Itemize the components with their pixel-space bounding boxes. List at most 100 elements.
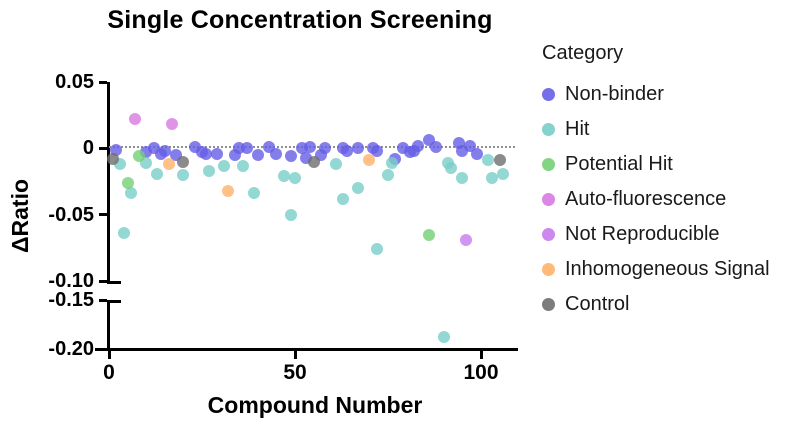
data-point — [270, 147, 283, 160]
legend-items: Non-binder Hit Potential Hit Auto-fluoresce… — [542, 77, 770, 322]
data-point — [411, 139, 424, 152]
data-point — [471, 147, 484, 160]
y-tick-mark — [99, 347, 107, 351]
x-tick-label: 0 — [103, 361, 115, 384]
legend-item-label: Potential Hit — [565, 153, 673, 175]
y-tick-label: 0 — [82, 137, 94, 160]
y-tick-label: 0.05 — [55, 71, 94, 93]
x-tick-label: 50 — [283, 361, 307, 384]
legend-item: Inhomogeneous Signal — [542, 252, 770, 287]
legend-item: Not Reproducible — [542, 217, 770, 252]
y-tick-label: -0.05 — [48, 203, 94, 226]
data-point — [199, 147, 212, 160]
legend-title: Category — [542, 42, 624, 64]
legend-swatch-icon — [542, 88, 555, 101]
data-point — [430, 141, 443, 153]
data-point — [166, 118, 179, 131]
data-point — [248, 187, 261, 200]
data-point — [132, 150, 145, 163]
data-point — [370, 243, 383, 256]
legend-item-label: Hit — [565, 118, 590, 140]
y-axis-break-hook-upper — [107, 281, 121, 284]
y-tick-mark — [99, 213, 107, 217]
legend-item-label: Non-binder — [565, 83, 664, 105]
data-point — [486, 171, 499, 184]
y-axis-line-upper — [107, 82, 110, 284]
legend-swatch-icon — [542, 123, 555, 136]
x-axis-line — [95, 348, 518, 351]
data-point — [329, 158, 342, 171]
data-point — [445, 162, 458, 175]
data-point — [341, 144, 354, 157]
data-point — [125, 187, 138, 200]
data-point — [370, 144, 383, 157]
data-point — [382, 168, 394, 181]
data-point — [285, 150, 298, 163]
data-point — [177, 168, 190, 181]
legend-item: Auto-fluorescence — [542, 182, 770, 217]
data-point — [363, 154, 376, 167]
data-point — [210, 147, 223, 160]
y-tick-mark — [99, 298, 107, 302]
y-tick-mark — [99, 146, 107, 150]
y-tick-label: -0.15 — [48, 289, 94, 311]
legend-item: Control — [542, 287, 770, 322]
legend-item-label: Control — [565, 293, 630, 315]
data-point — [218, 159, 231, 172]
data-point — [236, 159, 249, 172]
x-axis-label: Compound Number — [207, 392, 423, 418]
legend-item-label: Auto-fluorescence — [565, 188, 727, 210]
data-point — [460, 233, 473, 246]
data-point — [251, 148, 264, 161]
x-tick-mark — [107, 351, 111, 359]
legend-item: Hit — [542, 112, 770, 147]
chart-title: Single Concentration Screening — [107, 6, 493, 34]
data-point — [497, 167, 510, 180]
data-point — [158, 144, 171, 157]
legend-item-label: Not Reproducible — [565, 223, 720, 245]
data-point — [352, 182, 365, 195]
y-tick-mark — [99, 279, 107, 283]
y-axis-break-hook-lower — [107, 300, 121, 303]
data-point — [162, 158, 175, 171]
data-point — [117, 227, 130, 240]
legend-swatch-icon — [542, 263, 555, 276]
data-point — [285, 208, 298, 221]
y-axis-line-lower — [107, 300, 110, 351]
x-tick-mark — [293, 351, 297, 359]
data-point — [337, 192, 350, 205]
x-tick-label: 100 — [463, 361, 499, 384]
data-point — [422, 228, 435, 241]
legend-swatch-icon — [542, 158, 555, 171]
data-point — [385, 156, 398, 169]
data-point — [203, 164, 216, 177]
data-point — [277, 170, 290, 183]
data-point — [482, 154, 495, 167]
legend-item-label: Inhomogeneous Signal — [565, 258, 770, 280]
y-tick-mark — [99, 80, 107, 84]
legend-swatch-icon — [542, 298, 555, 311]
data-point — [110, 143, 123, 156]
y-tick-label: -0.20 — [48, 338, 94, 360]
data-point — [222, 184, 235, 197]
data-point — [289, 171, 301, 184]
data-point — [493, 154, 506, 167]
legend-item: Non-binder — [542, 77, 770, 112]
x-tick-mark — [479, 351, 483, 359]
y-axis-label: ΔRatio — [7, 178, 33, 254]
data-point — [177, 155, 190, 168]
data-point — [352, 142, 365, 155]
data-point — [303, 141, 316, 153]
legend: Category Non-binder Hit Potential Hit Auto-… — [542, 42, 770, 322]
data-point — [307, 155, 320, 168]
y-tick-label: -0.10 — [48, 270, 94, 292]
legend-item: Potential Hit — [542, 147, 770, 182]
data-point — [456, 171, 469, 184]
data-point — [106, 152, 119, 165]
legend-swatch-icon — [542, 228, 555, 241]
data-point — [129, 113, 142, 126]
data-point — [151, 167, 164, 180]
data-point — [121, 176, 134, 189]
data-point — [437, 331, 450, 344]
